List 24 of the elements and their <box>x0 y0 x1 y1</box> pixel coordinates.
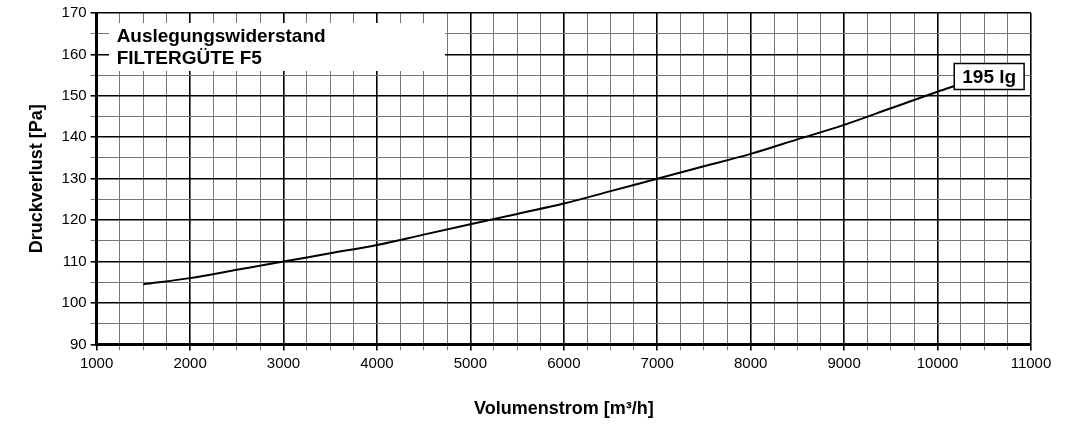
x-tick-label: 7000 <box>640 353 674 371</box>
x-tick-label: 1000 <box>79 353 114 371</box>
y-tick-label: 170 <box>61 3 87 21</box>
x-tick-label: 9000 <box>827 353 861 371</box>
x-tick-label: 11000 <box>1010 353 1052 371</box>
x-tick-label: 10000 <box>916 353 959 371</box>
x-tick-label: 8000 <box>734 353 768 371</box>
annotation: 195 lg <box>962 65 1017 87</box>
x-tick-label: 6000 <box>547 353 581 371</box>
x-tick-label: 2000 <box>173 353 207 371</box>
y-axis-title: Druckverlust [Pa] <box>25 104 46 254</box>
x-tick-label: 3000 <box>266 353 301 371</box>
heading-box: Auslegungswiderstand FILTERGÜTE F5 <box>108 23 445 71</box>
y-tick-label: 120 <box>61 210 87 228</box>
y-tick-label: 90 <box>69 334 87 352</box>
y-tick-label: 110 <box>62 251 87 269</box>
y-tick-label: 160 <box>61 44 87 62</box>
y-tick-label: 150 <box>61 85 87 103</box>
y-tick-label: 100 <box>61 293 87 311</box>
y-tick-label: 140 <box>61 127 87 145</box>
x-axis-title: Volumenstrom [m³/h] <box>473 398 654 419</box>
x-tick-label: 4000 <box>360 353 394 371</box>
x-tick-label: 5000 <box>453 353 488 371</box>
y-tick-label: 130 <box>61 168 87 186</box>
